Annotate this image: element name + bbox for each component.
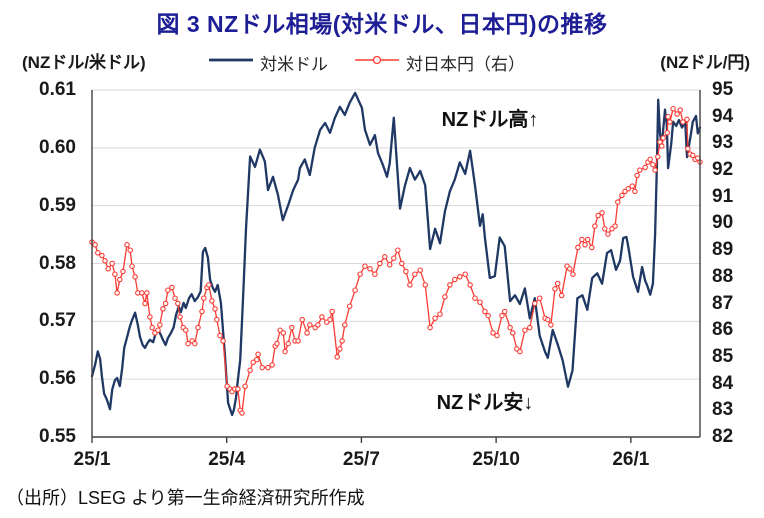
y-axis-label-right: 87 xyxy=(712,292,734,314)
y-axis-label-left: 0.61 xyxy=(39,79,76,100)
y-axis-label-right: 82 xyxy=(712,426,734,447)
legend: 対米ドル 対日本円（右） xyxy=(208,50,525,75)
y-axis-label-right: 90 xyxy=(712,212,734,234)
y-axis-label-right: 94 xyxy=(712,105,734,127)
annotation-nzd-high: NZドル高↑ xyxy=(441,109,539,131)
y-axis-label-left: 0.58 xyxy=(39,252,76,274)
legend-item-usd: 対米ドル xyxy=(208,50,328,75)
y-axis-label-right: 92 xyxy=(712,159,734,181)
legend-item-jpy: 対日本円（右） xyxy=(354,50,525,75)
y-axis-label-right: 85 xyxy=(712,345,734,367)
right-axis-unit-label: (NZドル/円) xyxy=(660,53,750,72)
left-axis-unit-label: (NZドル/米ドル) xyxy=(22,53,146,72)
y-axis-label-right: 83 xyxy=(712,399,734,421)
y-axis-label-left: 0.57 xyxy=(39,310,76,332)
jpy-line-swatch-icon xyxy=(354,53,400,72)
y-axis-label-left: 0.60 xyxy=(39,136,76,158)
y-axis-label-right: 86 xyxy=(712,319,734,341)
y-axis-label-right: 93 xyxy=(712,132,734,154)
chart-title: 図 3 NZドル相場(対米ドル、日本円)の推移 xyxy=(156,11,608,37)
annotation-nzd-low: NZドル安↓ xyxy=(436,392,534,414)
usd-line-swatch-icon xyxy=(208,53,254,72)
legend-label-jpy: 対日本円（右） xyxy=(406,55,525,74)
x-axis-label: 25/1 xyxy=(73,449,111,470)
y-axis-label-right: 89 xyxy=(712,239,734,261)
y-axis-label-left: 0.59 xyxy=(39,194,76,216)
x-axis-label: 25/4 xyxy=(208,449,246,470)
x-axis-label: 25/10 xyxy=(472,449,520,470)
source-note: （出所）LSEG より第一生命経済研究所作成 xyxy=(6,488,365,508)
y-axis-label-left: 0.56 xyxy=(39,368,76,390)
y-axis-label-right: 95 xyxy=(712,79,734,100)
y-axis-label-right: 88 xyxy=(712,265,734,287)
legend-label-usd: 対米ドル xyxy=(260,55,328,74)
y-axis-label-left: 0.55 xyxy=(39,426,76,447)
y-axis-label-right: 91 xyxy=(712,185,734,207)
x-axis-label: 25/7 xyxy=(342,449,380,470)
x-axis-label: 26/1 xyxy=(612,449,650,470)
plot-area xyxy=(89,89,703,443)
y-axis-label-right: 84 xyxy=(712,372,734,394)
